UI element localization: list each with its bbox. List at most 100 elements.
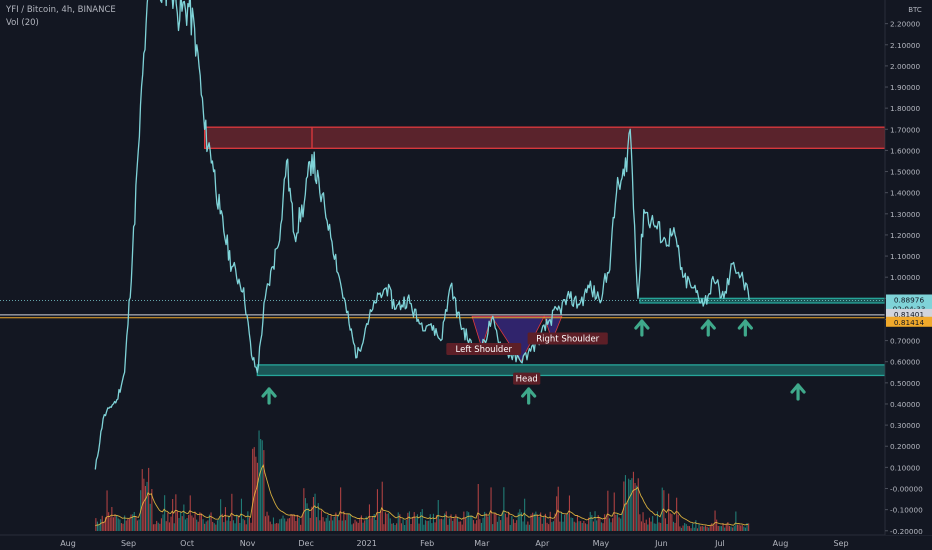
- volume-bar: [698, 524, 700, 531]
- volume-bar: [666, 524, 668, 531]
- volume-bar: [692, 523, 694, 531]
- volume-bar: [290, 514, 292, 531]
- volume-bar: [279, 519, 281, 531]
- volume-bar: [335, 512, 337, 531]
- volume-bar: [728, 526, 730, 531]
- volume-bar: [276, 523, 278, 531]
- time-axis-label: Oct: [180, 539, 194, 548]
- time-axis[interactable]: Aug Sep Oct Nov Dec 2021 Feb Mar Apr May Jun Jul Aug…: [0, 534, 932, 550]
- volume-bar: [576, 515, 578, 531]
- volume-bar: [157, 522, 159, 531]
- volume-bar: [204, 523, 206, 531]
- volume-bar: [596, 520, 598, 531]
- volume-bar: [255, 456, 257, 531]
- volume-bar: [461, 524, 463, 531]
- volume-bar: [197, 521, 199, 531]
- price-unit-label: BTC: [908, 6, 922, 14]
- volume-bar: [376, 489, 378, 531]
- volume-bar: [306, 503, 308, 531]
- volume-bar: [308, 508, 310, 531]
- volume-bar: [650, 521, 652, 531]
- volume-bar: [685, 524, 687, 531]
- volume-bar: [277, 523, 279, 531]
- volume-bar: [480, 522, 482, 531]
- volume-bar: [472, 520, 474, 531]
- volume-bar: [552, 521, 554, 531]
- price-axis-label: 0.60000: [890, 358, 921, 367]
- volume-bar: [733, 526, 735, 531]
- volume-bar: [536, 514, 538, 531]
- time-axis-label: Nov: [240, 539, 256, 548]
- volume-bar: [405, 520, 407, 531]
- volume-bar: [272, 517, 274, 531]
- pattern-label: Right Shoulder: [536, 334, 599, 344]
- volume-bar: [202, 519, 204, 531]
- volume-bar: [375, 520, 377, 531]
- volume-bar: [637, 478, 639, 531]
- volume-ma-line: [95, 464, 749, 527]
- price-axis-label: -0.00000: [890, 485, 923, 494]
- time-axis-label: Dec: [298, 539, 313, 548]
- volume-bar: [130, 514, 132, 531]
- volume-bar: [644, 522, 646, 531]
- price-axis-label: 1.20000: [890, 231, 921, 240]
- volume-bar: [373, 514, 375, 531]
- volume-bar: [424, 520, 426, 531]
- volume-bar: [330, 515, 332, 531]
- volume-bar: [533, 513, 535, 531]
- volume-bar: [493, 512, 495, 531]
- volume-bar: [189, 495, 191, 531]
- price-axis-label: 1.80000: [890, 104, 921, 113]
- price-axis-label: 1.60000: [890, 146, 921, 155]
- volume-bar: [674, 522, 676, 531]
- volume-bar: [218, 518, 220, 531]
- volume-bar: [589, 511, 591, 531]
- volume-bar: [236, 514, 238, 531]
- volume-bar: [314, 493, 316, 531]
- pattern-label-box: [446, 343, 522, 356]
- volume-bar: [477, 484, 479, 531]
- volume-bar: [509, 524, 511, 531]
- price-axis[interactable]: 2.20000 2.10000 2.00000 1.90000 1.80000 1.700…: [884, 0, 932, 536]
- volume-bar: [191, 515, 193, 531]
- price-axis-label: 1.50000: [890, 168, 921, 177]
- volume-bar: [500, 520, 502, 531]
- volume-bar: [384, 512, 386, 531]
- volume-bar: [96, 521, 98, 531]
- volume-bar: [362, 522, 364, 531]
- volume-bar: [244, 520, 246, 531]
- volume-bar: [232, 520, 234, 531]
- volume-bar: [463, 511, 465, 531]
- symbol-line[interactable]: YFI / Bitcoin, 4h, BINANCE: [6, 5, 116, 15]
- volume-bar: [399, 514, 401, 531]
- volume-bar: [282, 515, 284, 531]
- price-axis-background: [885, 0, 932, 535]
- volume-indicator-line[interactable]: Vol (20): [6, 18, 39, 28]
- volume-bar: [476, 520, 478, 531]
- volume-bar: [711, 523, 713, 531]
- volume-bar: [116, 515, 118, 531]
- up-arrow-icon: [634, 319, 650, 337]
- volume-bar: [597, 515, 599, 531]
- volume-bar: [570, 517, 572, 531]
- volume-bar: [621, 512, 623, 531]
- volume-bar: [466, 511, 468, 531]
- volume-bar: [642, 512, 644, 531]
- volume-bar: [141, 469, 143, 531]
- volume-bar: [676, 497, 678, 531]
- volume-bar: [402, 519, 404, 531]
- volume-bar: [183, 504, 185, 531]
- volume-bar: [432, 513, 434, 531]
- volume-bar: [559, 521, 561, 531]
- volume-bar: [108, 512, 110, 531]
- volume-bar: [453, 518, 455, 531]
- volume-bar: [464, 518, 466, 531]
- volume-bar: [221, 513, 223, 531]
- volume-bar: [444, 513, 446, 531]
- volume-bar: [407, 512, 409, 531]
- volume-bar: [695, 520, 697, 531]
- volume-bar: [264, 516, 266, 531]
- volume-bar: [328, 520, 330, 531]
- volume-bar: [735, 511, 737, 531]
